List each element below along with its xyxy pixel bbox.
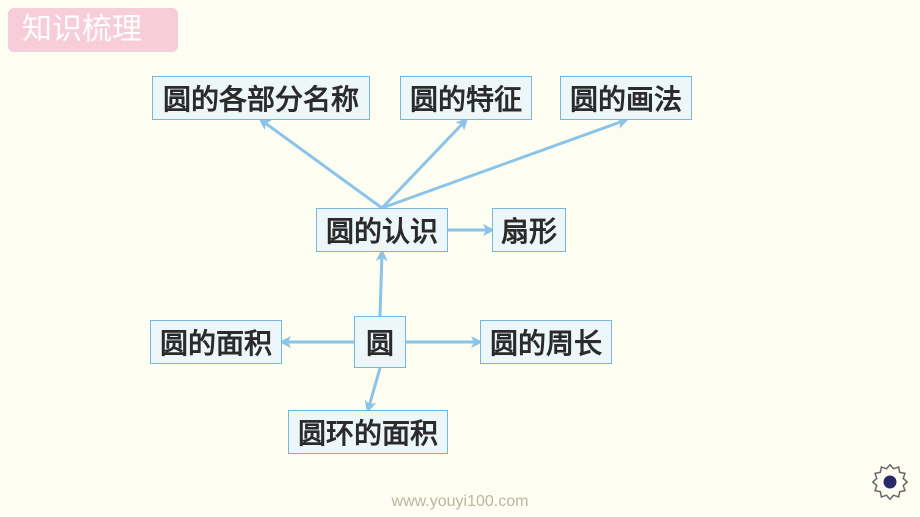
node-label: 圆环的面积 — [298, 412, 438, 452]
edge-recognize-drawing — [382, 120, 626, 208]
gear-icon — [872, 464, 908, 505]
node-ring: 圆环的面积 — [288, 410, 448, 454]
node-area: 圆的面积 — [150, 320, 282, 364]
node-drawing: 圆的画法 — [560, 76, 692, 120]
node-label: 圆的特征 — [410, 78, 522, 118]
node-label: 圆的各部分名称 — [163, 78, 359, 118]
title-text: 知识梳理 — [22, 13, 142, 46]
node-parts: 圆的各部分名称 — [152, 76, 370, 120]
node-sector: 扇形 — [492, 208, 566, 252]
node-label: 圆的画法 — [570, 78, 682, 118]
edge-circle-ring — [368, 368, 380, 410]
node-label: 圆的面积 — [160, 322, 272, 362]
node-circle: 圆 — [354, 316, 406, 368]
edge-recognize-features — [382, 120, 466, 208]
edge-recognize-parts — [261, 120, 382, 208]
node-perimeter: 圆的周长 — [480, 320, 612, 364]
node-features: 圆的特征 — [400, 76, 532, 120]
node-label: 圆的认识 — [326, 210, 438, 250]
edge-circle-recognize — [380, 252, 382, 316]
node-recognize: 圆的认识 — [316, 208, 448, 252]
node-label: 扇形 — [501, 210, 557, 250]
diagram-canvas: 知识梳理 圆的各部分名称 圆的特征 圆的画法圆的认识 扇形圆的面积 圆 圆的周长圆环的面积… — [0, 0, 920, 517]
node-label: 圆的周长 — [490, 322, 602, 362]
title-badge: 知识梳理 — [8, 8, 178, 52]
footer-url: www.youyi100.com — [0, 493, 920, 511]
node-label: 圆 — [366, 322, 394, 362]
